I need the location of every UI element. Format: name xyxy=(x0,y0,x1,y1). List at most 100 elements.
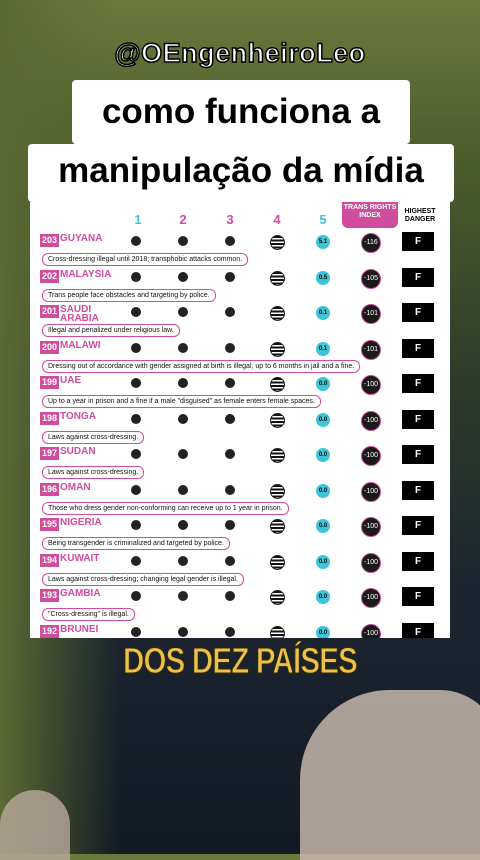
trans-rights-score: -100 xyxy=(361,446,381,466)
country-note: Those who dress gender non-conforming ca… xyxy=(42,501,289,515)
country-name: MALAYSIA xyxy=(60,268,112,280)
title-line-1: como funciona a xyxy=(72,80,410,144)
filled-circle-icon xyxy=(225,449,235,459)
rank-badge: 197 xyxy=(40,447,60,460)
country-name: OMAN xyxy=(60,481,91,493)
table-row: 197 SUDAN 0.0 -100 F Laws against cross-dress… xyxy=(30,445,450,482)
trans-rights-score: -100 xyxy=(361,623,381,638)
filled-circle-icon xyxy=(131,484,141,495)
danger-grade: F xyxy=(402,409,434,429)
highest-danger-header: HIGHEST DANGER xyxy=(404,208,436,223)
background-hand-left xyxy=(0,790,70,860)
country-name: UAE xyxy=(60,375,82,386)
trans-rights-score: -101 xyxy=(361,339,381,360)
table-row: 195 NIGERIA 0.0 -100 F Being transgender is c… xyxy=(30,516,450,553)
trans-rights-score: -100 xyxy=(361,410,381,431)
filled-circle-icon xyxy=(225,413,235,424)
filled-circle-icon xyxy=(131,307,141,317)
column-header-3: 3 xyxy=(226,212,234,227)
filled-circle-icon xyxy=(131,555,141,566)
column-5-value: 0.0 xyxy=(316,625,330,638)
column-header-1: 1 xyxy=(134,212,142,227)
filled-circle-icon xyxy=(131,449,141,459)
table-row: 192 BRUNEI 0.0 -100 F xyxy=(30,622,450,638)
column-5-value: 0.0 xyxy=(316,483,330,498)
column-5-value: 0.5 xyxy=(316,270,330,285)
column-5-value: 0.0 xyxy=(316,519,330,533)
striped-circle-icon xyxy=(270,341,285,357)
trans-rights-score: -100 xyxy=(361,588,381,608)
filled-circle-icon xyxy=(178,626,188,637)
rank-badge: 202 xyxy=(40,269,60,283)
danger-grade: F xyxy=(402,374,434,393)
filled-circle-icon xyxy=(225,236,235,246)
filled-circle-icon xyxy=(225,307,235,317)
rank-badge: 192 xyxy=(40,624,60,638)
country-note: "Cross-dressing" is illegal. xyxy=(42,608,135,621)
trans-rights-score: -100 xyxy=(361,517,381,537)
table-row: 198 TONGA 0.0 -100 F Laws against cross-dress… xyxy=(30,409,450,447)
column-5-value: 0.0 xyxy=(316,377,330,391)
filled-circle-icon xyxy=(178,591,188,601)
country-name: MALAWI xyxy=(60,339,101,351)
country-note: Laws against cross-dressing. xyxy=(42,466,145,479)
danger-grade: F xyxy=(402,267,434,287)
column-header-5: 5 xyxy=(319,212,327,227)
striped-circle-icon xyxy=(270,625,285,638)
filled-circle-icon xyxy=(131,271,141,282)
danger-grade: F xyxy=(402,622,434,638)
column-5-value: 0.1 xyxy=(316,306,330,320)
trans-rights-score: -101 xyxy=(361,304,381,324)
danger-grade: F xyxy=(402,338,434,358)
filled-circle-icon xyxy=(131,342,141,353)
filled-circle-icon xyxy=(225,626,235,637)
column-5-value: 5.1 xyxy=(316,235,330,249)
rank-badge: 201 xyxy=(40,305,60,318)
country-note: Up to a year in prison and a fine if a m… xyxy=(42,395,321,408)
rank-badge: 203 xyxy=(40,234,60,247)
rank-badge: 199 xyxy=(40,376,60,389)
filled-circle-icon xyxy=(131,520,141,530)
filled-circle-icon xyxy=(225,591,235,601)
filled-circle-icon xyxy=(178,378,188,388)
striped-circle-icon xyxy=(270,377,285,392)
table-row: 193 GAMBIA 0.0 -100 F "Cross-dressing" is ill… xyxy=(30,587,450,624)
filled-circle-icon xyxy=(225,520,235,530)
column-5-value: 0.1 xyxy=(316,341,330,356)
filled-circle-icon xyxy=(178,236,188,246)
column-header-4: 4 xyxy=(273,212,281,227)
table-row: 203 GUYANA 5.1 -116 F Cross-dressing illegal … xyxy=(30,232,450,269)
rank-badge: 195 xyxy=(40,518,60,531)
filled-circle-icon xyxy=(131,378,141,388)
danger-grade: F xyxy=(402,445,434,464)
rank-badge: 198 xyxy=(40,411,60,425)
filled-circle-icon xyxy=(225,342,235,353)
country-name: GAMBIA xyxy=(60,588,101,599)
trans-rights-score: -100 xyxy=(361,375,381,395)
striped-circle-icon xyxy=(270,270,285,286)
striped-circle-icon xyxy=(270,448,285,463)
video-caption: DOS DEZ PAÍSES xyxy=(122,640,359,682)
trans-rights-score: -116 xyxy=(361,233,381,253)
country-name: KUWAIT xyxy=(60,552,100,564)
table-row: 199 UAE 0.0 -100 F Up to a year in prison and… xyxy=(30,374,450,411)
trans-rights-score: -100 xyxy=(361,552,381,573)
filled-circle-icon xyxy=(131,236,141,246)
danger-grade: F xyxy=(402,516,434,535)
table-row: 196 OMAN 0.0 -100 F Those who dress gender no… xyxy=(30,480,450,518)
striped-circle-icon xyxy=(270,306,285,321)
filled-circle-icon xyxy=(225,484,235,495)
table-row: 194 KUWAIT 0.0 -100 F Laws against cross-dres… xyxy=(30,551,450,589)
table-row: 201 SAUDI ARABIA 0.1 -101 F Illegal and penal… xyxy=(30,303,450,340)
filled-circle-icon xyxy=(225,378,235,388)
rank-badge: 196 xyxy=(40,482,60,496)
creator-handle: @OEngenheiroLeo xyxy=(114,37,366,69)
background-hand xyxy=(300,690,480,860)
filled-circle-icon xyxy=(178,271,188,282)
filled-circle-icon xyxy=(131,626,141,637)
danger-grade: F xyxy=(402,551,434,571)
column-5-value: 0.0 xyxy=(316,412,330,427)
filled-circle-icon xyxy=(225,271,235,282)
filled-circle-icon xyxy=(178,449,188,459)
striped-circle-icon xyxy=(270,235,285,250)
